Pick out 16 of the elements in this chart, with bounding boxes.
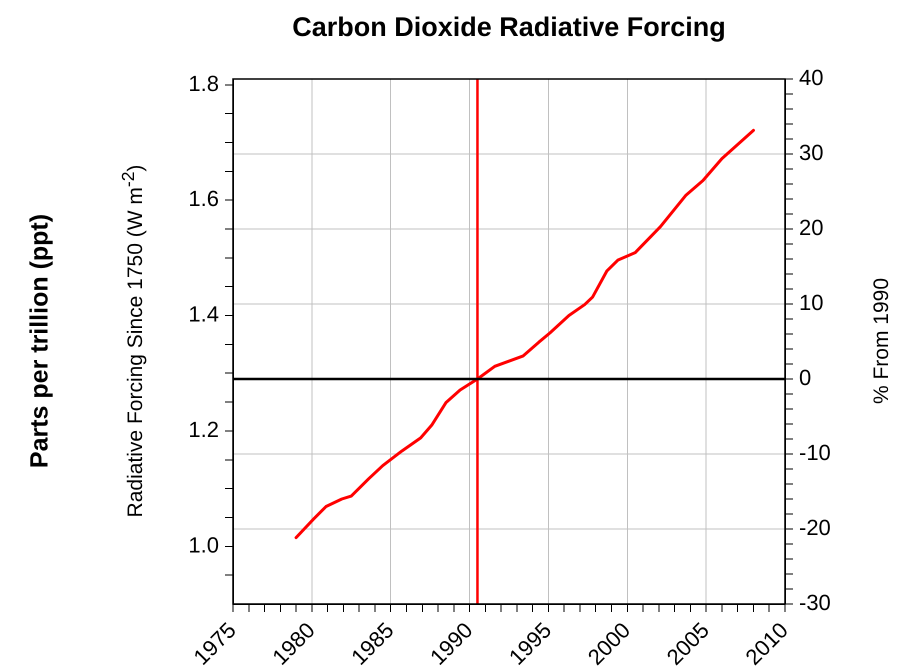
y2-tick-label: -30: [799, 590, 831, 616]
y-tick-label: 1.0: [188, 532, 219, 558]
y2-tick-label: 10: [799, 290, 824, 316]
text: Parts per trillion (ppt): [26, 214, 54, 468]
chart-title: Carbon Dioxide Radiative Forcing: [291, 12, 727, 43]
y-tick-label: 1.2: [188, 416, 219, 442]
y2-tick-label: 0: [799, 365, 812, 390]
y2-tick-label: -20: [799, 515, 831, 540]
y-tick-label: 1.4: [188, 302, 219, 327]
y2-axis-title: % From 1990: [870, 278, 894, 404]
y2-tick-label: -10: [799, 440, 831, 466]
y-tick-label: 1.6: [188, 186, 219, 212]
y2-tick-label: 20: [799, 215, 824, 240]
y2-tick-label: 30: [799, 140, 824, 166]
y-tick-label: 1.8: [188, 70, 219, 96]
y2-tick-label: 40: [799, 65, 824, 90]
